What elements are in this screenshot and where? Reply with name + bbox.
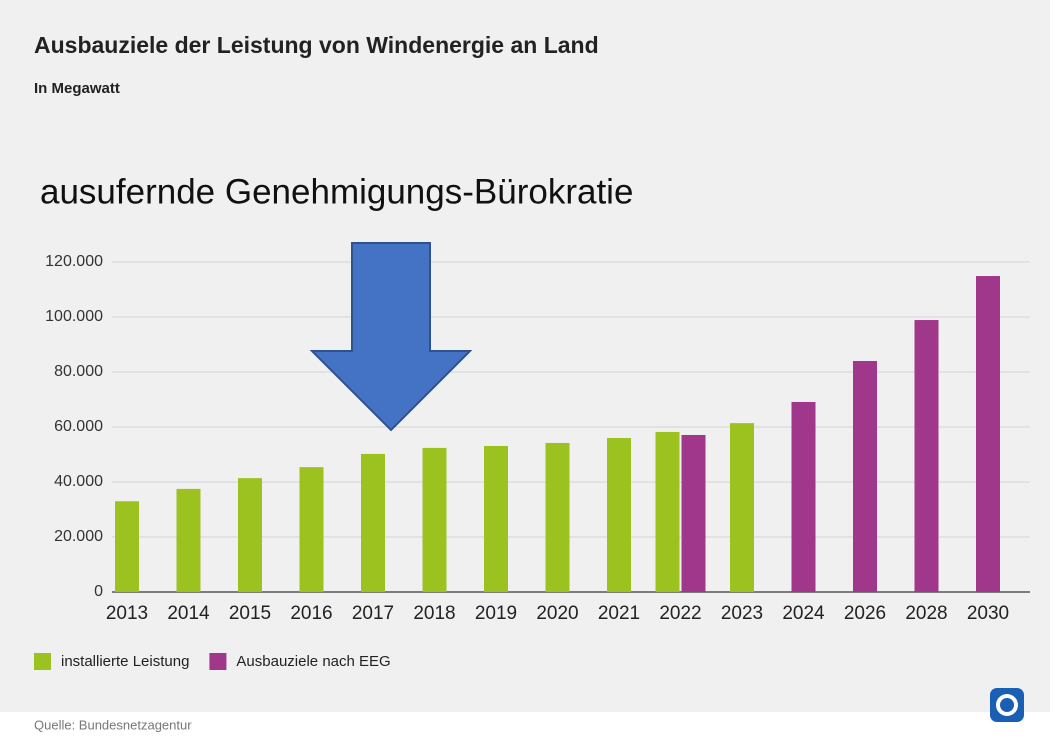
bar xyxy=(791,401,816,592)
bar xyxy=(730,423,754,592)
x-tick-label: 2019 xyxy=(475,603,517,624)
chart-subtitle: In Megawatt xyxy=(34,80,120,97)
y-tick-label: 100.000 xyxy=(45,308,103,325)
legend-label: Ausbauziele nach EEG xyxy=(236,653,390,670)
x-tick-label: 2028 xyxy=(905,603,947,624)
x-tick-label: 2023 xyxy=(721,603,763,624)
background xyxy=(0,0,1050,712)
legend-label: installierte Leistung xyxy=(61,653,189,670)
x-tick-label: 2018 xyxy=(413,603,455,624)
bar xyxy=(115,501,139,592)
x-tick-label: 2014 xyxy=(167,603,210,624)
bar xyxy=(655,431,680,592)
x-tick-label: 2026 xyxy=(844,603,886,624)
legend-swatch xyxy=(34,653,51,670)
annotation: ausufernde Genehmigungs-Bürokratie xyxy=(40,172,633,211)
chart-title: Ausbauziele der Leistung von Windenergie… xyxy=(34,32,599,58)
arrow xyxy=(309,242,473,432)
bar xyxy=(176,488,201,592)
bar xyxy=(607,438,631,592)
y-tick-label: 40.000 xyxy=(54,473,103,490)
bar xyxy=(545,442,570,592)
bar xyxy=(484,445,508,592)
x-tick-label: 2020 xyxy=(536,603,578,624)
bar xyxy=(914,320,939,592)
x-tick-label: 2015 xyxy=(229,603,271,624)
bar xyxy=(238,478,262,592)
y-tick-label: 80.000 xyxy=(54,363,103,380)
x-tick-label: 2024 xyxy=(782,603,825,624)
y-tick-label: 120.000 xyxy=(45,253,103,270)
x-tick-label: 2013 xyxy=(106,603,148,624)
x-tick-label: 2016 xyxy=(290,603,332,624)
bar xyxy=(976,276,1000,592)
bar xyxy=(422,447,447,592)
y-tick-label: 0 xyxy=(94,583,103,600)
bar xyxy=(681,434,706,592)
x-tick-label: 2030 xyxy=(967,603,1009,624)
bar xyxy=(361,453,385,592)
bar xyxy=(299,467,324,592)
x-tick-label: 2017 xyxy=(352,603,394,624)
y-tick-label: 20.000 xyxy=(54,528,103,545)
x-tick-label: 2022 xyxy=(659,603,701,624)
legend-swatch xyxy=(209,653,227,670)
y-tick-label: 60.000 xyxy=(54,418,103,435)
bar xyxy=(853,361,877,592)
source: Quelle: Bundesnetzagentur xyxy=(34,717,192,732)
x-tick-label: 2021 xyxy=(598,603,640,624)
logo xyxy=(990,688,1024,722)
